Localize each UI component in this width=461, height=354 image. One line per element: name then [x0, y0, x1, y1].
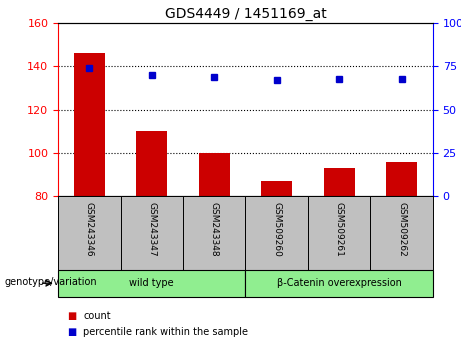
- Bar: [120, 196, 183, 270]
- Text: count: count: [83, 311, 111, 321]
- Text: GSM243347: GSM243347: [147, 202, 156, 257]
- Text: GSM509262: GSM509262: [397, 202, 406, 257]
- Text: GSM243346: GSM243346: [85, 202, 94, 257]
- Bar: [183, 196, 245, 270]
- Text: GSM243348: GSM243348: [210, 202, 219, 257]
- Bar: [245, 196, 308, 270]
- Bar: [386, 162, 417, 196]
- Bar: [370, 196, 433, 270]
- Text: wild type: wild type: [130, 278, 174, 288]
- Bar: [199, 153, 230, 196]
- Bar: [324, 168, 355, 196]
- Text: β-Catenin overexpression: β-Catenin overexpression: [277, 278, 402, 288]
- Text: GSM509260: GSM509260: [272, 202, 281, 257]
- Title: GDS4449 / 1451169_at: GDS4449 / 1451169_at: [165, 7, 326, 21]
- Bar: [58, 270, 245, 297]
- Bar: [136, 131, 167, 196]
- Bar: [245, 270, 433, 297]
- Text: genotype/variation: genotype/variation: [5, 277, 97, 287]
- Text: percentile rank within the sample: percentile rank within the sample: [83, 327, 248, 337]
- Bar: [58, 196, 120, 270]
- Text: ■: ■: [67, 311, 77, 321]
- Text: GSM509261: GSM509261: [335, 202, 344, 257]
- Bar: [74, 53, 105, 196]
- Text: ■: ■: [67, 327, 77, 337]
- Bar: [261, 181, 292, 196]
- Bar: [308, 196, 370, 270]
